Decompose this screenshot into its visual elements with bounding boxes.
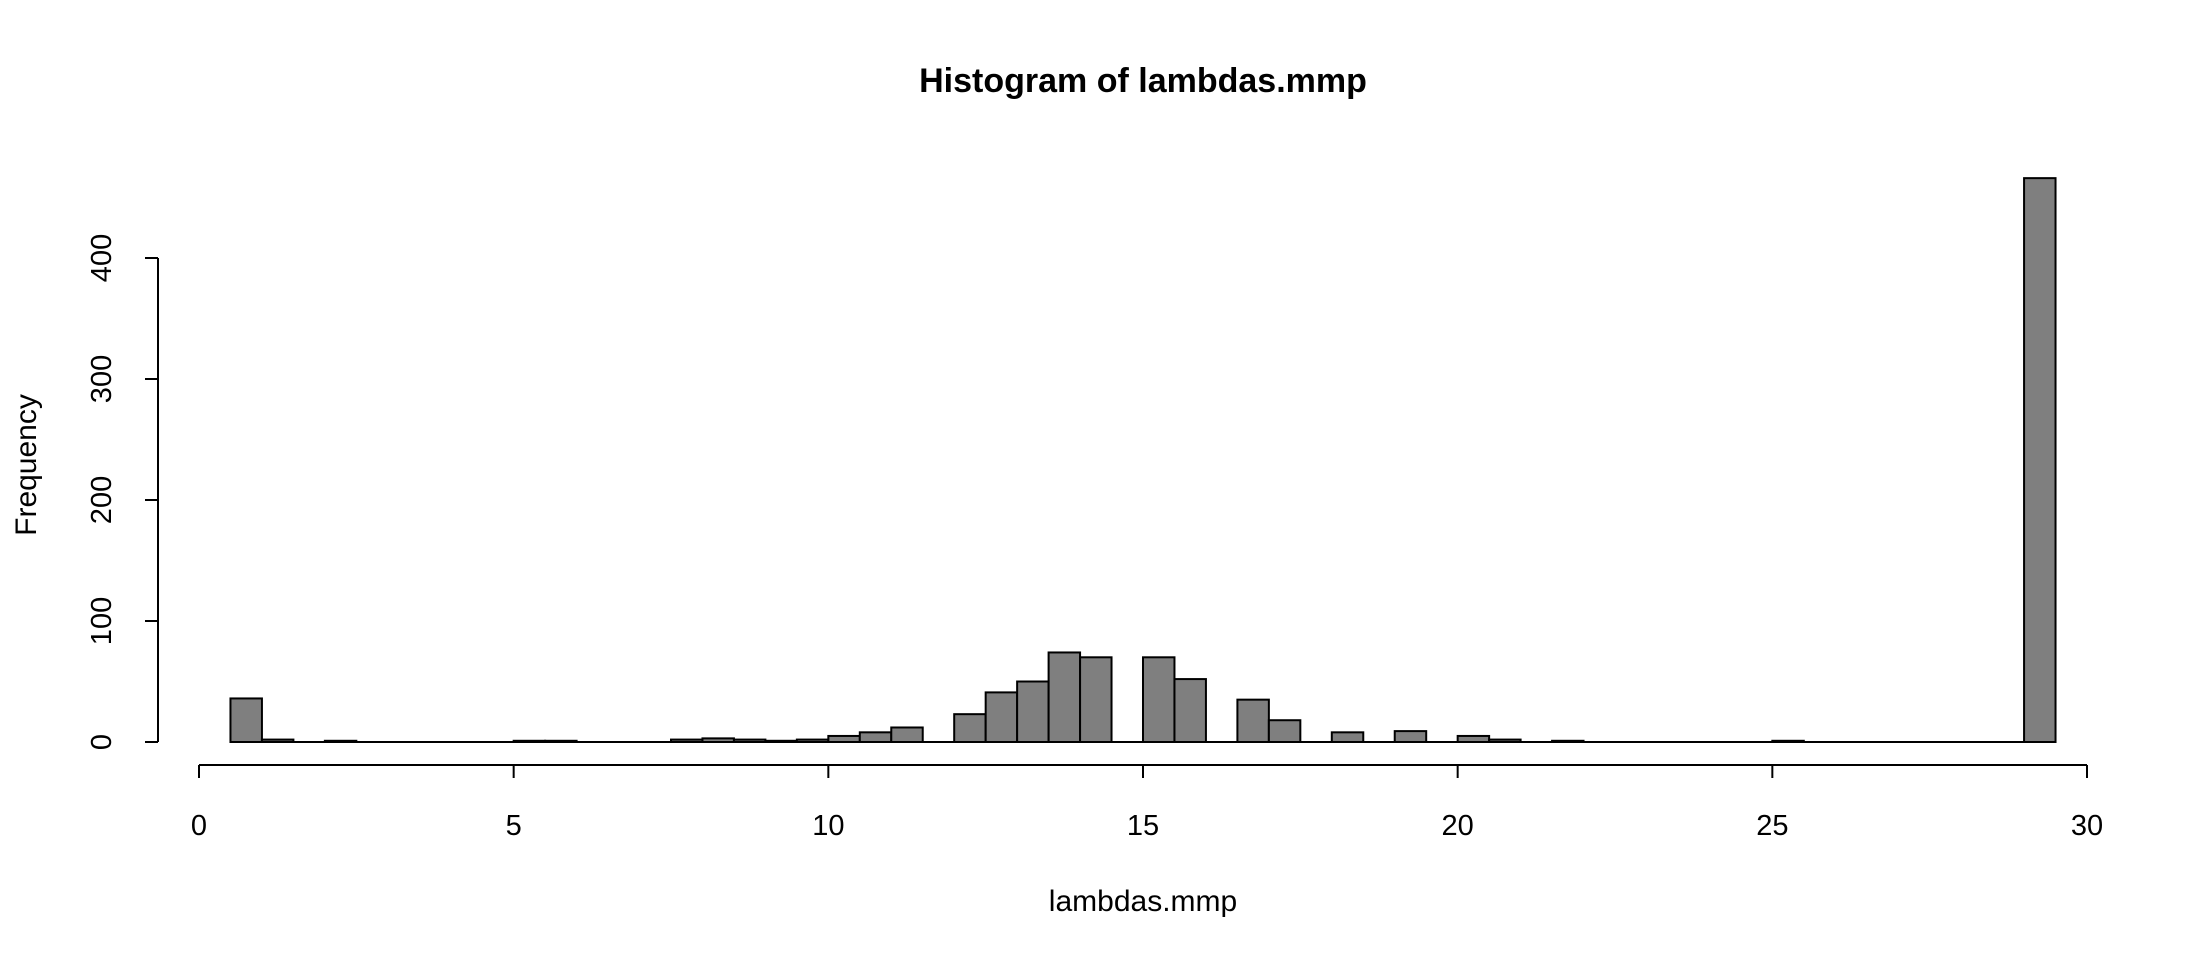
x-tick-label: 30 — [2071, 810, 2103, 842]
x-axis-label: lambdas.mmp — [1049, 885, 1237, 918]
histogram-bar — [953, 713, 987, 743]
x-tick-label: 10 — [812, 810, 844, 842]
histogram-bar — [1142, 656, 1176, 743]
histogram-bar — [1330, 731, 1365, 744]
y-axis-label: Frequency — [10, 394, 43, 536]
y-tick-label: 100 — [86, 597, 118, 645]
histogram-bar — [890, 726, 924, 743]
x-tick-label: 15 — [1127, 810, 1159, 842]
x-tick-label: 25 — [1756, 810, 1788, 842]
histogram-bar — [1047, 651, 1082, 744]
y-tick-label: 0 — [86, 734, 118, 750]
chart-title: Histogram of lambdas.mmp — [919, 62, 1367, 100]
x-tick-label: 5 — [506, 810, 522, 842]
histogram-bar — [229, 697, 263, 744]
histogram-bar — [984, 691, 1019, 744]
histogram-bar — [1173, 678, 1207, 744]
histogram-bar — [1016, 680, 1050, 743]
histogram-bar — [2023, 177, 2057, 743]
y-tick-label: 200 — [86, 476, 118, 524]
x-tick-label: 0 — [191, 810, 207, 842]
histogram-bar — [1393, 730, 1428, 743]
x-axis: 0 5 10 15 20 25 30 — [191, 764, 2103, 842]
y-tick-label: 400 — [86, 234, 118, 282]
histogram-bar — [858, 731, 893, 744]
histogram-bar — [1267, 719, 1302, 743]
y-tick-label: 300 — [86, 355, 118, 403]
y-axis: 0 100 200 300 400 — [86, 234, 159, 750]
histogram-bar — [1079, 656, 1113, 743]
bars-group — [229, 177, 2057, 744]
histogram-bar — [1236, 698, 1270, 744]
x-tick-label: 20 — [1442, 810, 1474, 842]
